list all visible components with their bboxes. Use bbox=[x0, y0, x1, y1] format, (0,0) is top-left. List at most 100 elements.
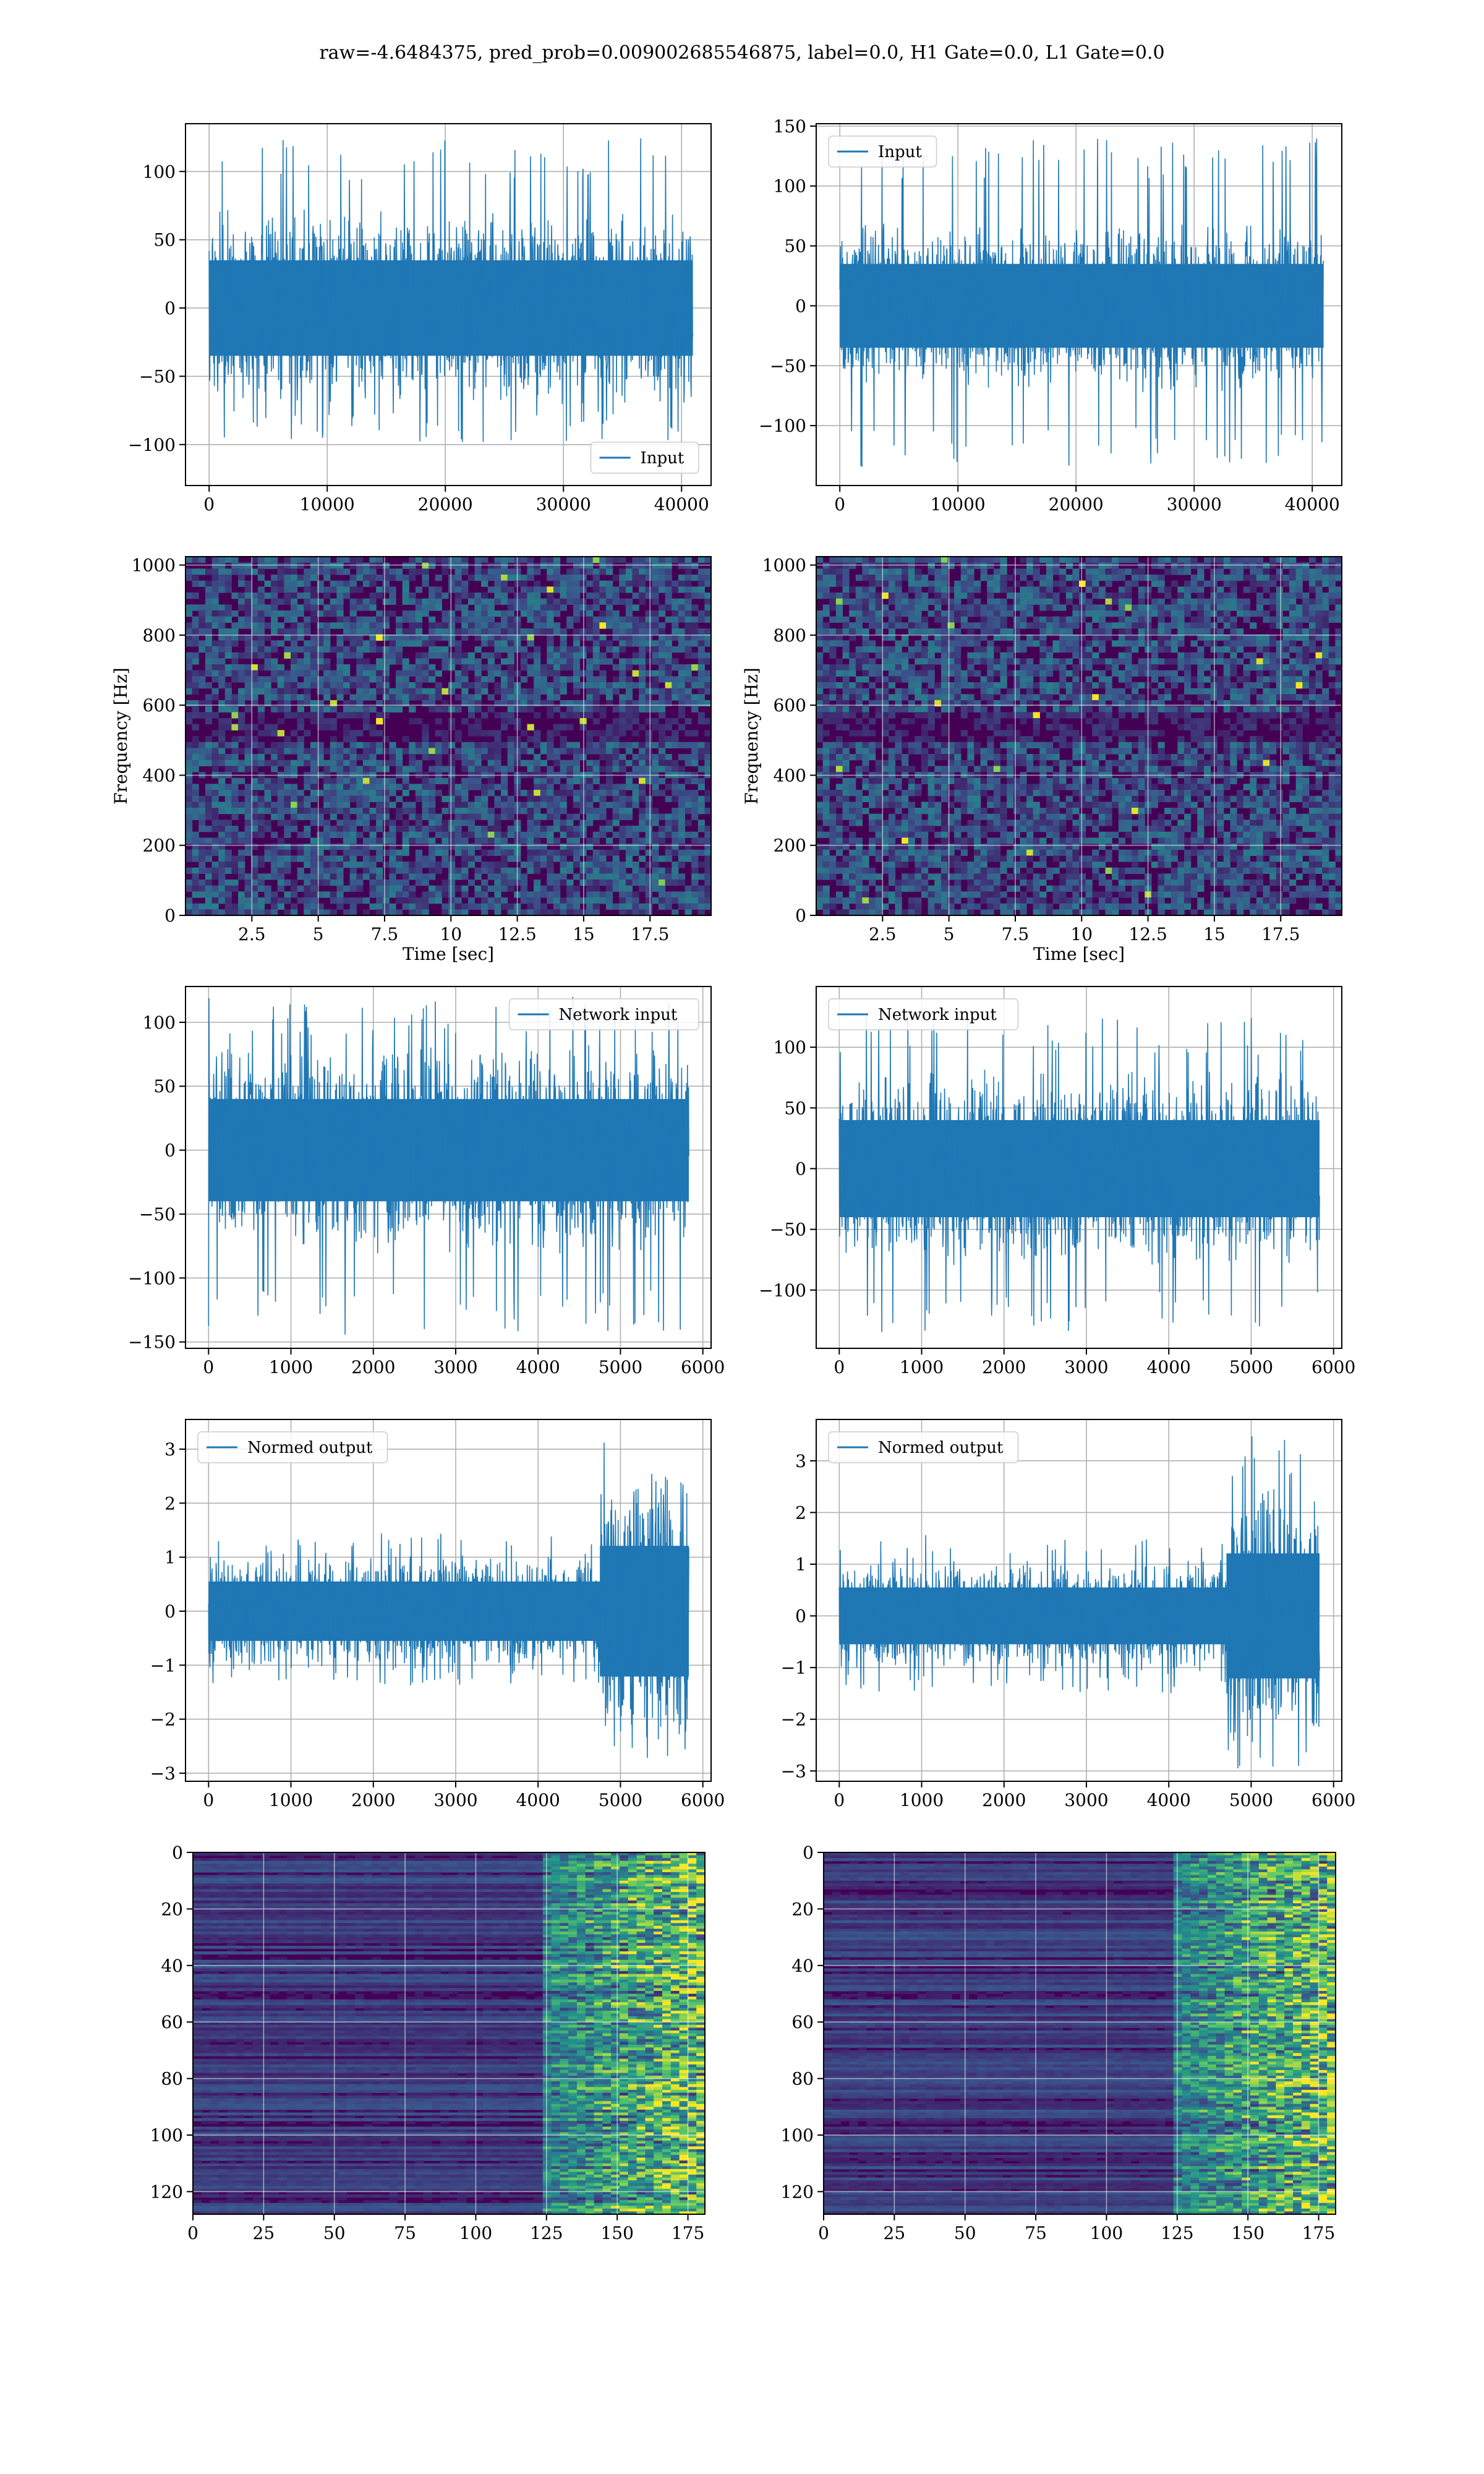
heat-cell bbox=[632, 760, 639, 766]
heat-cell bbox=[632, 634, 639, 641]
heat-cell bbox=[323, 628, 331, 635]
heat-cell bbox=[330, 790, 337, 797]
heat-cell bbox=[560, 897, 567, 904]
heat-cell bbox=[330, 682, 337, 689]
heat-cell bbox=[461, 748, 469, 755]
heat-cell bbox=[349, 862, 357, 868]
heat-cell bbox=[625, 885, 633, 892]
heat-cell bbox=[915, 652, 922, 659]
heat-cell bbox=[659, 724, 666, 730]
heat-cell bbox=[974, 604, 981, 611]
heat-cell bbox=[1217, 593, 1224, 599]
heat-cell bbox=[1052, 616, 1060, 623]
heat-cell bbox=[441, 568, 449, 575]
heat-cell bbox=[560, 855, 567, 862]
heat-cell bbox=[382, 634, 390, 641]
heat-cell bbox=[520, 748, 528, 755]
heat-cell bbox=[238, 849, 245, 856]
heat-cell bbox=[625, 664, 633, 671]
heat-cell bbox=[271, 760, 278, 766]
heat-cell bbox=[224, 700, 232, 707]
heat-cell bbox=[369, 562, 377, 569]
heat-cell bbox=[540, 610, 547, 617]
heat-cell bbox=[198, 616, 206, 623]
heat-cell bbox=[987, 676, 994, 683]
heat-cell bbox=[402, 844, 409, 850]
heat-cell bbox=[494, 688, 501, 695]
heat-cell bbox=[684, 688, 692, 695]
heat-cell bbox=[435, 682, 442, 689]
heat-cell bbox=[902, 622, 909, 629]
heat-cell bbox=[494, 682, 501, 689]
heat-cell bbox=[501, 849, 508, 856]
heat-cell bbox=[547, 795, 554, 802]
heat-cell bbox=[487, 598, 495, 605]
heat-cell bbox=[1289, 676, 1297, 683]
heat-cell bbox=[481, 616, 488, 623]
heat-cell bbox=[691, 903, 699, 910]
heat-cell bbox=[415, 766, 423, 773]
heat-cell bbox=[540, 557, 547, 563]
heat-cell bbox=[271, 897, 278, 904]
heat-cell bbox=[1039, 658, 1047, 665]
heat-cell bbox=[691, 849, 699, 856]
heat-cell bbox=[560, 820, 567, 826]
heat-cell bbox=[927, 670, 935, 677]
heat-cell bbox=[277, 718, 284, 725]
heat-cell bbox=[382, 658, 390, 665]
heat-cell bbox=[494, 849, 501, 856]
heat-cell bbox=[902, 604, 909, 611]
heat-cell bbox=[619, 557, 626, 563]
heat-cell bbox=[317, 880, 324, 886]
heat-cell bbox=[186, 670, 193, 677]
heat-cell bbox=[1184, 586, 1192, 593]
heat-cell bbox=[218, 736, 226, 743]
heat-cell bbox=[415, 790, 423, 797]
heat-cell bbox=[645, 706, 652, 713]
heat-cell bbox=[231, 885, 239, 892]
heat-cell bbox=[257, 634, 265, 641]
heat-cell bbox=[356, 652, 364, 659]
heat-cell bbox=[343, 897, 351, 904]
heat-cell bbox=[678, 628, 686, 635]
heat-cell bbox=[1322, 616, 1329, 623]
heat-cell bbox=[882, 676, 889, 683]
heat-cell bbox=[612, 688, 620, 695]
heat-cell bbox=[1020, 557, 1027, 563]
heat-cell bbox=[291, 622, 298, 629]
heat-cell bbox=[704, 880, 712, 886]
heat-cell bbox=[927, 640, 935, 647]
heat-cell bbox=[547, 557, 554, 563]
heat-cell bbox=[257, 557, 265, 563]
heat-cell bbox=[1171, 557, 1178, 563]
heat-cell bbox=[1072, 670, 1080, 677]
heat-cell bbox=[454, 903, 462, 910]
heat-cell bbox=[947, 586, 955, 593]
heat-cell bbox=[382, 760, 390, 766]
heat-cell bbox=[553, 670, 561, 677]
heat-cell bbox=[665, 754, 672, 761]
heat-cell bbox=[349, 844, 357, 850]
heat-cell bbox=[1335, 593, 1342, 599]
heat-cell bbox=[1098, 568, 1106, 575]
heat-cell bbox=[1039, 652, 1047, 659]
heat-cell bbox=[224, 808, 232, 815]
heat-cell bbox=[481, 742, 488, 748]
heat-cell bbox=[336, 646, 344, 653]
heat-cell bbox=[599, 748, 607, 755]
heat-cell bbox=[980, 622, 987, 629]
heat-cell bbox=[291, 903, 298, 910]
heat-cell bbox=[323, 676, 331, 683]
heat-cell bbox=[198, 813, 206, 820]
heat-cell bbox=[271, 891, 278, 898]
heat-cell bbox=[586, 790, 594, 797]
heat-cell bbox=[1302, 628, 1310, 635]
heat-cell bbox=[862, 640, 869, 647]
heat-cell bbox=[652, 718, 659, 725]
heat-cell bbox=[474, 718, 482, 725]
heat-cell bbox=[1098, 670, 1106, 677]
heat-cell bbox=[317, 706, 324, 713]
heat-cell bbox=[474, 795, 482, 802]
heat-cell bbox=[902, 670, 909, 677]
heat-cell bbox=[592, 652, 600, 659]
